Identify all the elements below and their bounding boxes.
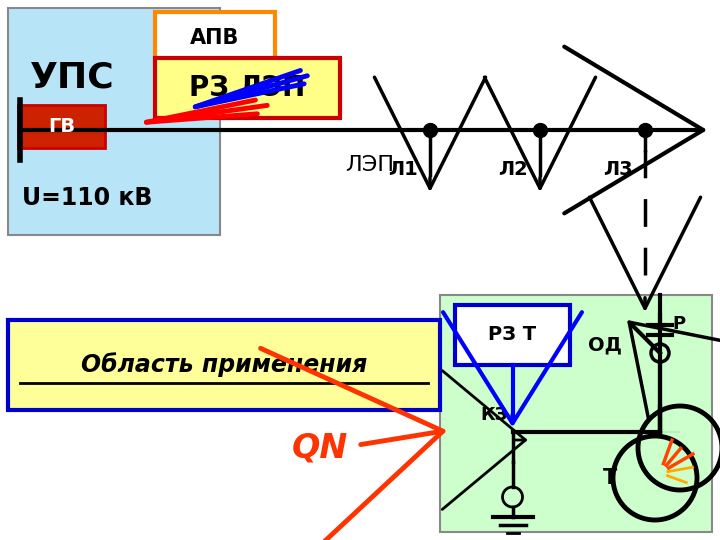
Text: Р: Р — [672, 315, 685, 333]
Text: КЗ: КЗ — [480, 406, 508, 424]
Text: ГВ: ГВ — [48, 117, 75, 136]
Bar — [455, 305, 570, 365]
Bar — [440, 295, 712, 532]
Text: РЗ Т: РЗ Т — [488, 326, 536, 345]
Text: QN: QN — [292, 431, 348, 464]
Text: Область применения: Область применения — [81, 353, 367, 377]
Text: АПВ: АПВ — [190, 29, 240, 49]
Text: ОД: ОД — [588, 335, 622, 354]
Text: УПС: УПС — [30, 60, 114, 94]
Bar — [18, 105, 105, 148]
Text: Л1: Л1 — [388, 160, 418, 179]
Bar — [155, 58, 340, 118]
Text: ЛЭП: ЛЭП — [346, 155, 395, 175]
Bar — [155, 12, 275, 65]
Bar — [8, 8, 220, 235]
Text: РЗ ЛЭП: РЗ ЛЭП — [189, 74, 305, 102]
Text: Т: Т — [603, 468, 617, 488]
Text: Л2: Л2 — [498, 160, 528, 179]
Bar — [8, 320, 440, 410]
Text: Л3: Л3 — [603, 160, 633, 179]
Text: U=110 кВ: U=110 кВ — [22, 186, 153, 210]
